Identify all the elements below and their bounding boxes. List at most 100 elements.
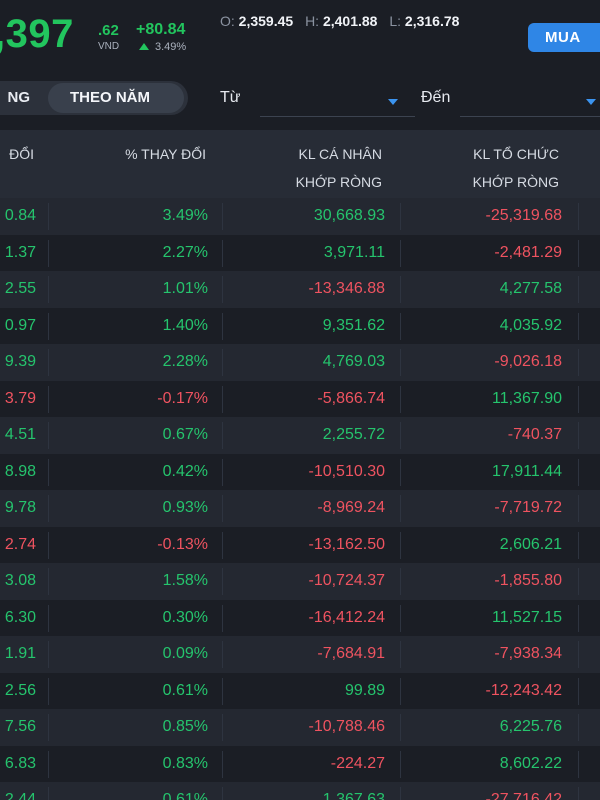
- cell-change: 3.08: [0, 563, 36, 600]
- cell-change: 6.83: [0, 746, 36, 783]
- cell-individual-net: -10,510.30: [308, 462, 385, 480]
- cell-change-value: 4.51: [4, 426, 36, 443]
- column-divider: [578, 787, 579, 800]
- cell-change: 9.39: [0, 344, 36, 381]
- header-individual-line1: KL CÁ NHÂN: [298, 146, 382, 162]
- cell-change: 7.56: [0, 709, 36, 746]
- table-row[interactable]: 4.51 0.67% 2,255.72 -740.37: [0, 417, 600, 454]
- column-divider: [48, 531, 49, 559]
- cell-institution-net: -12,243.42: [485, 681, 562, 699]
- change-percent-value: 3.49%: [155, 41, 187, 53]
- table-row[interactable]: 9.78 0.93% -8,969.24 -7,719.72: [0, 490, 600, 527]
- column-divider: [48, 677, 49, 705]
- period-tab-by-year[interactable]: THEO NĂM: [48, 83, 184, 113]
- period-segmented-control: NG THEO NĂM: [0, 81, 188, 115]
- index-price: ,397: [0, 12, 74, 56]
- column-divider: [48, 422, 49, 449]
- cell-individual-net: -7,684.91: [317, 645, 385, 662]
- column-divider: [400, 750, 401, 778]
- column-divider: [48, 750, 49, 778]
- cell-change: 0.97: [0, 308, 36, 345]
- table-row[interactable]: 1.91 0.09% -7,684.91 -7,938.34: [0, 636, 600, 673]
- chevron-down-icon: [388, 99, 398, 105]
- cell-individual-net: -10,724.37: [308, 572, 385, 589]
- table-row[interactable]: 0.97 1.40% 9,351.62 4,035.92: [0, 308, 600, 345]
- table-row[interactable]: 3.79 -0.17% -5,866.74 11,367.90: [0, 381, 600, 418]
- cell-change: 8.98: [0, 454, 36, 491]
- table-row[interactable]: 1.37 2.27% 3,971.11 -2,481.29: [0, 235, 600, 272]
- cell-percent-change: 1.40%: [162, 316, 208, 334]
- column-divider: [578, 750, 579, 778]
- column-divider: [400, 714, 401, 741]
- cell-percent-change: 3.49%: [162, 207, 208, 224]
- low-value: 2,316.78: [404, 13, 460, 29]
- open-value: 2,359.45: [238, 13, 294, 29]
- change-percent: 3.49%: [139, 41, 186, 53]
- header-change[interactable]: ĐỔI: [0, 140, 34, 168]
- table-row[interactable]: 2.74 -0.13% -13,162.50 2,606.21: [0, 527, 600, 564]
- table-row[interactable]: 6.30 0.30% -16,412.24 11,527.15: [0, 600, 600, 637]
- table-row[interactable]: 6.83 0.83% -224.27 8,602.22: [0, 746, 600, 783]
- cell-individual-net: -13,346.88: [308, 280, 385, 297]
- cell-change-value: 2.44: [4, 791, 36, 800]
- table-row[interactable]: 2.44 0.61% 1,367.63 -27,716.42: [0, 782, 600, 800]
- cell-individual-net: 30,668.93: [313, 207, 385, 224]
- column-divider: [222, 458, 223, 486]
- column-divider: [578, 458, 579, 486]
- column-divider: [222, 641, 223, 668]
- table-row[interactable]: 9.39 2.28% 4,769.03 -9,026.18: [0, 344, 600, 381]
- column-divider: [400, 276, 401, 303]
- column-divider: [222, 422, 223, 449]
- header-institution-line2: KHỚP RÒNG: [472, 174, 559, 190]
- table-row[interactable]: 3.08 1.58% -10,724.37 -1,855.80: [0, 563, 600, 600]
- cell-percent-change: 0.85%: [162, 718, 208, 735]
- column-divider: [48, 787, 49, 800]
- cell-individual-net: 4,769.03: [322, 353, 385, 370]
- table-row[interactable]: 8.98 0.42% -10,510.30 17,911.44: [0, 454, 600, 491]
- from-date-select[interactable]: [260, 83, 415, 117]
- cell-percent-change: -0.13%: [157, 535, 208, 553]
- header-percent-change[interactable]: % THAY ĐỔI: [60, 140, 206, 168]
- column-divider: [400, 203, 401, 230]
- column-divider: [222, 714, 223, 741]
- header-institution-net[interactable]: KL TỔ CHỨC KHỚP RÒNG: [410, 140, 559, 196]
- cell-change: 9.78: [0, 490, 36, 527]
- column-divider: [400, 349, 401, 376]
- buy-button[interactable]: MUA: [528, 23, 600, 52]
- column-divider: [400, 239, 401, 267]
- cell-change-value: 9.39: [4, 353, 36, 370]
- cell-institution-net: -7,719.72: [494, 499, 562, 516]
- column-divider: [400, 312, 401, 340]
- table-row[interactable]: 0.84 3.49% 30,668.93 -25,319.68: [0, 198, 600, 235]
- column-divider: [578, 568, 579, 595]
- table-row[interactable]: 2.56 0.61% 99.89 -12,243.42: [0, 673, 600, 710]
- column-divider: [222, 750, 223, 778]
- column-divider: [400, 604, 401, 632]
- table-row[interactable]: 7.56 0.85% -10,788.46 6,225.76: [0, 709, 600, 746]
- cell-percent-change: 0.42%: [162, 462, 208, 480]
- cell-institution-net: 11,527.15: [492, 608, 562, 626]
- column-divider: [578, 239, 579, 267]
- column-divider: [48, 349, 49, 376]
- cell-change: 1.91: [0, 636, 36, 673]
- cell-institution-net: 6,225.76: [499, 718, 562, 735]
- column-divider: [48, 604, 49, 632]
- period-tab-left[interactable]: NG: [7, 89, 31, 106]
- column-divider: [400, 458, 401, 486]
- cell-percent-change: 0.09%: [162, 645, 208, 662]
- column-divider: [48, 714, 49, 741]
- to-date-select[interactable]: [460, 83, 600, 117]
- cell-change: 2.44: [0, 782, 36, 800]
- column-divider: [222, 349, 223, 376]
- high-label: H:: [305, 13, 320, 29]
- cell-change-value: 1.91: [4, 645, 36, 662]
- column-divider: [222, 531, 223, 559]
- header-institution-line1: KL TỔ CHỨC: [473, 146, 559, 162]
- table-row[interactable]: 2.55 1.01% -13,346.88 4,277.58: [0, 271, 600, 308]
- column-divider: [400, 531, 401, 559]
- quote-header: ,397 .62 VND +80.84 3.49% O: 2,359.45 H:…: [0, 0, 600, 70]
- cell-individual-net: 99.89: [344, 681, 385, 699]
- header-individual-net[interactable]: KL CÁ NHÂN KHỚP RÒNG: [232, 140, 382, 196]
- cell-individual-net: -10,788.46: [308, 718, 385, 735]
- cell-institution-net: 11,367.90: [492, 389, 562, 407]
